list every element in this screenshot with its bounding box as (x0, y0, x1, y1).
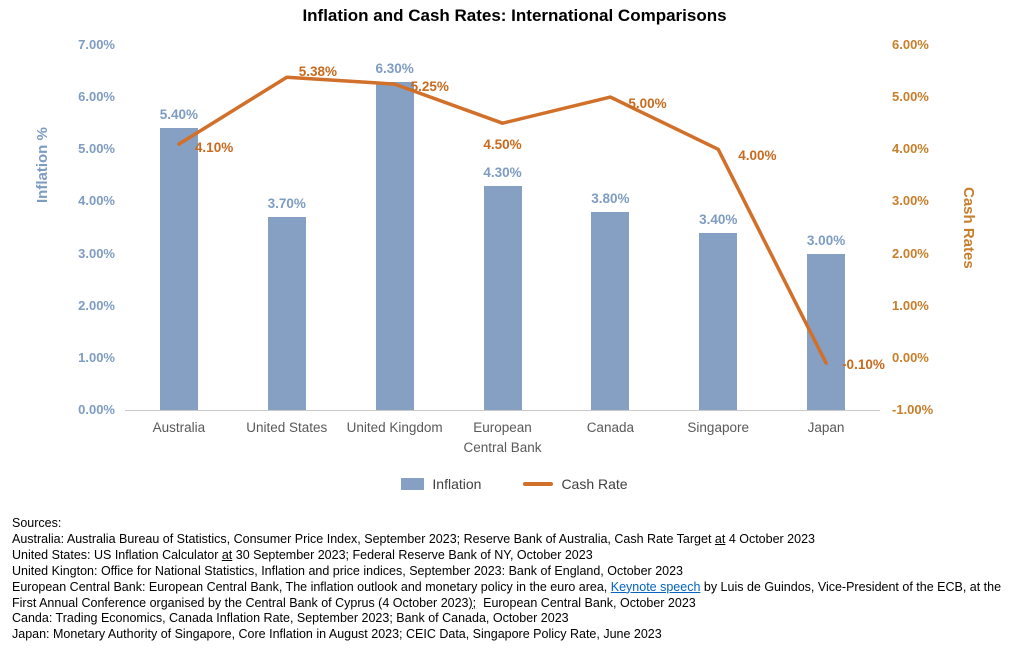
source-line-3: United Kington: Office for National Stat… (12, 564, 1019, 580)
bar-japan (807, 253, 846, 410)
source-text: European Central Bank: European Central … (12, 579, 611, 594)
category-label-european-central-bank: European Central Bank (463, 420, 542, 455)
bar-label-european-central-bank: 4.30% (483, 164, 522, 180)
source-text: by Luis de Guindos, Vice-President of th… (12, 579, 1005, 610)
right-axis-tick: 3.00% (892, 193, 929, 209)
right-axis-tick: 2.00% (892, 245, 929, 261)
bar-european-central-bank (483, 185, 522, 410)
legend-item-cash-rate: Cash Rate (523, 476, 628, 492)
cash-rate-line-swatch (523, 482, 554, 486)
bar-label-united-states: 3.70% (267, 196, 306, 212)
bar-australia (159, 128, 198, 410)
x-axis-baseline (125, 410, 880, 411)
source-text: Australia: Australia Bureau of Statistic… (12, 531, 715, 546)
legend-label-cash-rate: Cash Rate (561, 476, 628, 492)
category-label-japan: Japan (807, 420, 845, 435)
category-label-united-kingdom: United Kingdom (346, 420, 443, 435)
category-label-canada: Canada (586, 420, 634, 435)
source-line-5: Canda: Trading Economics, Canada Inflati… (12, 611, 1019, 627)
left-axis-tick: 7.00% (78, 37, 115, 52)
source-line-1: Australia: Australia Bureau of Statistic… (12, 532, 1019, 548)
category-label-australia: Australia (152, 420, 206, 435)
right-axis-tick: -1.00% (892, 402, 934, 417)
left-axis-tick: 2.00% (78, 297, 115, 313)
bar-united-states (267, 217, 306, 410)
left-axis-tick: 0.00% (78, 402, 115, 417)
legend-item-inflation: Inflation (401, 476, 481, 492)
line-label-european-central-bank: 4.50% (483, 137, 522, 153)
legend-label-inflation: Inflation (432, 476, 482, 492)
source-line-4: European Central Bank: European Central … (12, 580, 1019, 612)
bar-label-japan: 3.00% (806, 232, 846, 248)
line-label-singapore: 4.00% (738, 148, 777, 164)
line-label-japan: -0.10% (842, 357, 885, 373)
bar-label-canada: 3.80% (591, 190, 630, 206)
source-text: 4 October 2023 (725, 531, 815, 546)
bar-label-united-kingdom: 6.30% (375, 60, 414, 76)
sources-block: Sources: Australia: Australia Bureau of S… (12, 516, 1019, 643)
bar-singapore (699, 232, 738, 410)
left-axis-title: Inflation % (34, 127, 51, 203)
right-axis-title: Cash Rates (960, 187, 977, 269)
chart-legend: Inflation Cash Rate (0, 476, 1029, 492)
source-text: Sources: (12, 516, 62, 530)
bar-canada (591, 211, 630, 410)
left-axis-tick: 5.00% (78, 141, 115, 157)
right-axis-tick: 5.00% (892, 89, 929, 105)
left-axis-tick: 6.00% (78, 89, 115, 105)
chart-area: Inflation and Cash Rates: International … (0, 6, 1029, 492)
right-axis-tick: 6.00% (892, 37, 929, 52)
source-text: United Kington: Office for National Stat… (12, 563, 683, 578)
right-axis-tick: 1.00% (892, 297, 929, 313)
line-label-united-states: 5.38% (298, 64, 338, 80)
source-text: Japan: Monetary Authority of Singapore, … (12, 627, 662, 642)
source-text: United States: US Inflation Calculator (12, 547, 222, 562)
source-line-2: United States: US Inflation Calculator a… (12, 548, 1019, 564)
source-line-6: Japan: Monetary Authority of Singapore, … (12, 627, 1019, 643)
underlined-text: at (221, 547, 233, 562)
inflation-bar-swatch (401, 478, 425, 490)
chart-title: Inflation and Cash Rates: International … (302, 6, 727, 25)
line-label-australia: 4.10% (194, 140, 234, 156)
category-label-singapore: Singapore (687, 420, 749, 435)
category-label-united-states: United States (246, 420, 328, 435)
keynote-speech-link[interactable]: Keynote speech (610, 579, 701, 594)
line-label-canada: 5.00% (628, 96, 667, 112)
right-axis-tick: 4.00% (892, 141, 929, 157)
line-label-united-kingdom: 5.25% (410, 79, 449, 95)
left-axis-tick: 1.00% (78, 349, 115, 365)
bar-united-kingdom (375, 81, 414, 410)
bar-label-australia: 5.40% (159, 107, 199, 123)
underlined-text: at (714, 531, 726, 546)
underlined-text: ); (468, 595, 477, 610)
left-axis-tick: 4.00% (78, 193, 115, 209)
right-axis-tick: 0.00% (892, 349, 929, 365)
source-text: 30 September 2023; Federal Reserve Bank … (232, 547, 593, 562)
bar-label-singapore: 3.40% (699, 211, 738, 227)
source-text: Canda: Trading Economics, Canada Inflati… (12, 611, 569, 626)
source-text: European Central Bank, October 2023 (476, 595, 696, 610)
source-line-0: Sources: (12, 516, 1019, 532)
left-axis-tick: 3.00% (78, 245, 115, 261)
